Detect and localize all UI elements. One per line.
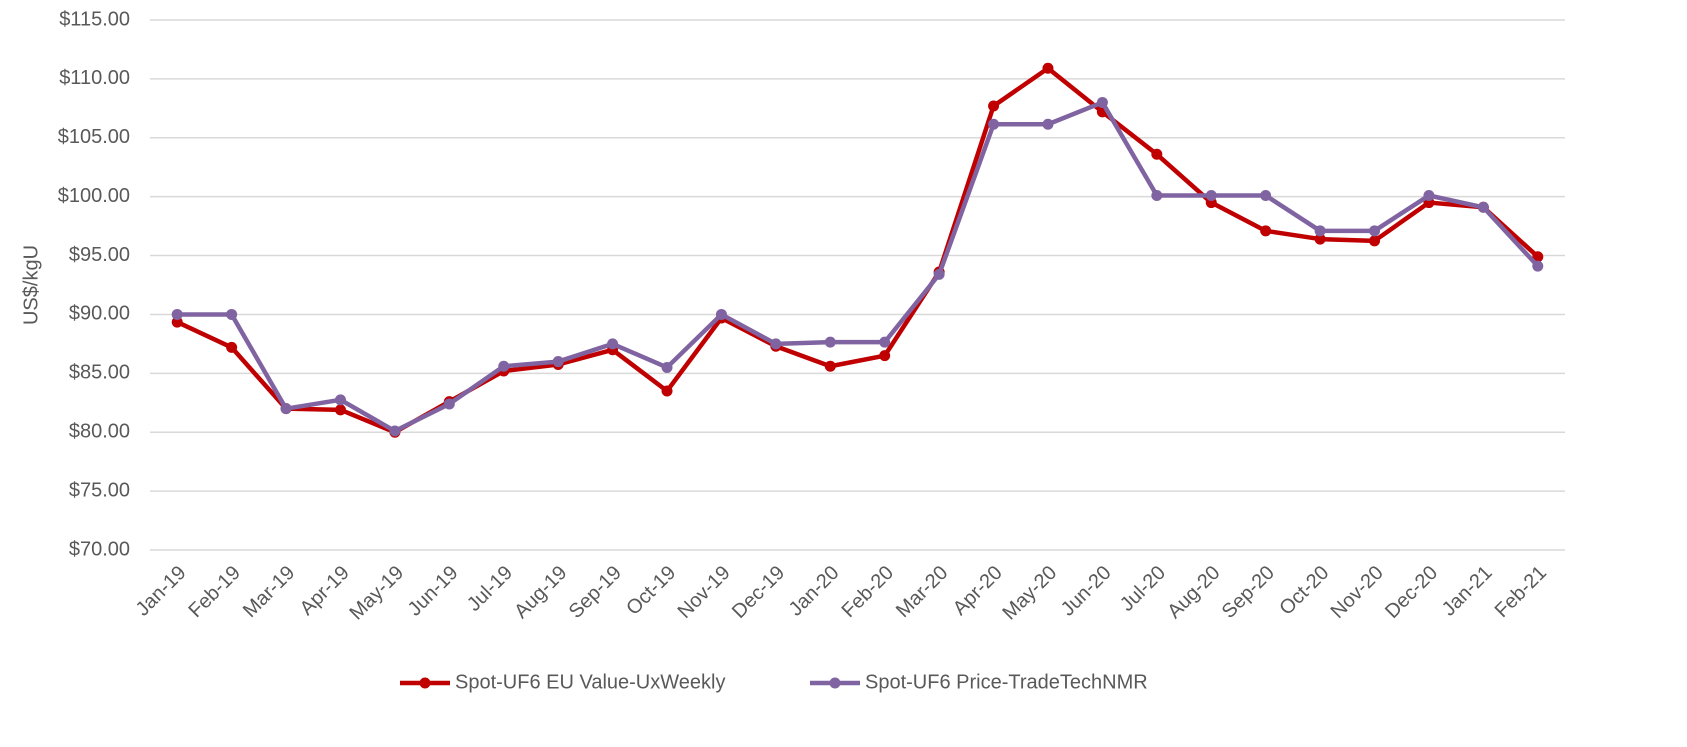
y-tick-label: $100.00 xyxy=(58,185,130,207)
x-tick-label: Jun-19 xyxy=(404,562,463,621)
point xyxy=(1532,251,1544,263)
x-tick-label: Feb-20 xyxy=(838,562,898,622)
x-tick-label: Jul-19 xyxy=(463,562,517,616)
point xyxy=(334,394,346,406)
point xyxy=(171,316,183,328)
point xyxy=(1260,225,1272,237)
point xyxy=(988,100,1000,112)
y-tick-label: $80.00 xyxy=(69,421,130,443)
y-tick-label: $90.00 xyxy=(69,303,130,325)
x-tick-label: Nov-20 xyxy=(1327,562,1388,623)
point xyxy=(1369,225,1381,237)
y-tick-label: $75.00 xyxy=(69,479,130,501)
point xyxy=(1042,62,1054,74)
point xyxy=(715,308,727,320)
legend-label: Spot-UF6 EU Value-UxWeekly xyxy=(455,671,725,693)
y-axis-label: US$/kgU xyxy=(20,245,42,325)
point xyxy=(1423,189,1435,201)
point xyxy=(1477,201,1489,213)
point xyxy=(988,118,1000,130)
x-tick-label: Mar-20 xyxy=(892,562,952,622)
point xyxy=(226,341,238,353)
point xyxy=(280,403,292,415)
legend-marker xyxy=(829,677,841,689)
point xyxy=(661,385,673,397)
x-tick-label: Feb-21 xyxy=(1491,562,1551,622)
x-tick-label: Dec-19 xyxy=(728,562,789,623)
point xyxy=(879,350,891,362)
point xyxy=(1096,96,1108,108)
series-line xyxy=(176,66,1540,435)
point xyxy=(226,308,238,320)
x-tick-label: Jan-21 xyxy=(1438,562,1497,621)
x-tick-label: Dec-20 xyxy=(1381,562,1442,623)
point xyxy=(824,336,836,348)
x-tick-label: Sep-19 xyxy=(565,562,626,623)
x-tick-label: Aug-19 xyxy=(510,562,571,623)
x-tick-label: Oct-20 xyxy=(1275,562,1333,620)
x-tick-label: Jul-20 xyxy=(1116,562,1170,616)
x-tick-label: May-19 xyxy=(345,562,408,625)
x-tick-label: Apr-19 xyxy=(296,562,354,620)
y-tick-label: $115.00 xyxy=(59,8,130,30)
y-tick-label: $110.00 xyxy=(59,67,130,89)
x-tick-label: Jan-19 xyxy=(132,562,191,621)
legend-label: Spot-UF6 Price-TradeTechNMR xyxy=(865,671,1148,693)
x-tick-label: Nov-19 xyxy=(674,562,735,623)
point xyxy=(879,336,891,348)
point xyxy=(389,425,401,437)
y-tick-label: $95.00 xyxy=(69,244,130,266)
point xyxy=(661,361,673,373)
y-tick-label: $105.00 xyxy=(58,126,130,148)
y-tick-label: $70.00 xyxy=(69,538,130,560)
x-tick-label: Jan-20 xyxy=(785,562,844,621)
point xyxy=(1369,235,1381,247)
point xyxy=(1314,233,1326,245)
x-tick-label: Sep-20 xyxy=(1218,562,1279,623)
point xyxy=(824,360,836,372)
x-tick-label: May-20 xyxy=(999,562,1062,625)
point xyxy=(552,356,564,368)
x-tick-label: Feb-19 xyxy=(185,562,245,622)
point xyxy=(1205,189,1217,201)
point xyxy=(607,338,619,350)
x-tick-label: Aug-20 xyxy=(1163,562,1224,623)
x-tick-label: Apr-20 xyxy=(949,562,1007,620)
point xyxy=(1260,189,1272,201)
series-line xyxy=(177,100,1540,434)
point xyxy=(770,338,782,350)
point xyxy=(1151,189,1163,201)
y-tick-label: $85.00 xyxy=(69,362,130,384)
x-tick-label: Oct-19 xyxy=(622,562,680,620)
point xyxy=(443,398,455,410)
point xyxy=(498,360,510,372)
legend-marker xyxy=(419,677,431,689)
point xyxy=(171,308,183,320)
point xyxy=(1151,148,1163,160)
point xyxy=(933,268,945,280)
point xyxy=(334,404,346,416)
x-tick-label: Mar-19 xyxy=(239,562,299,622)
point xyxy=(1532,260,1544,272)
point xyxy=(1314,225,1326,237)
point xyxy=(1042,118,1054,130)
x-tick-label: Jun-20 xyxy=(1057,562,1116,621)
